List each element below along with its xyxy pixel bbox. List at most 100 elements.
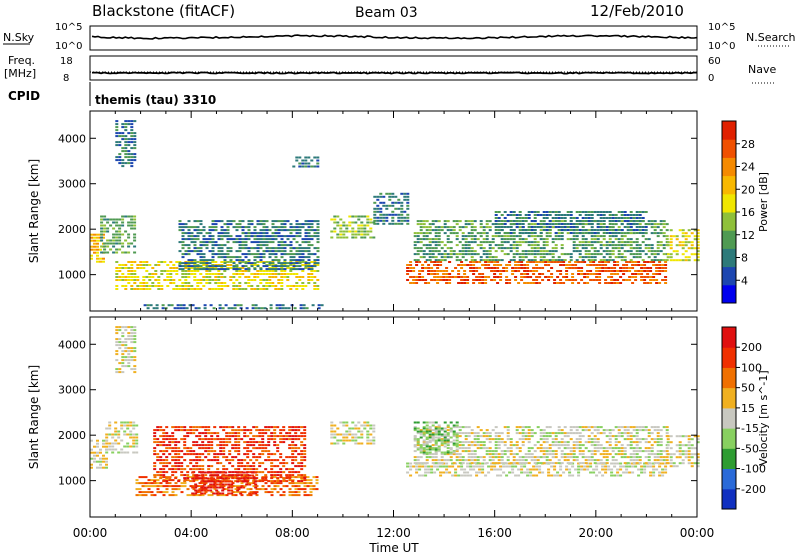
echo-cell <box>584 253 588 256</box>
echo-cell <box>512 459 516 462</box>
echo-cell <box>592 468 596 471</box>
echo-cell <box>124 350 128 353</box>
echo-cell <box>264 477 268 480</box>
echo-cell <box>620 256 624 259</box>
echo-cell <box>662 253 666 256</box>
echo-cell <box>199 250 203 253</box>
echo-cell <box>661 474 665 477</box>
echo-cell <box>246 465 250 468</box>
echo-cell <box>602 229 606 231</box>
echo-cell <box>577 471 581 474</box>
echo-cell <box>220 238 224 241</box>
echo-cell <box>135 433 139 436</box>
echo-cell <box>130 338 134 341</box>
echo-cell <box>178 262 182 265</box>
echo-cell <box>445 279 449 281</box>
echo-cell <box>133 120 137 123</box>
echo-cell <box>461 250 465 253</box>
echo-cell <box>584 232 588 234</box>
echo-cell <box>111 448 115 451</box>
echo-cell <box>518 220 522 223</box>
echo-cell <box>655 273 659 275</box>
echo-cell <box>385 213 389 216</box>
echo-cell <box>514 267 518 269</box>
echo-cell <box>622 273 626 275</box>
echo-cell <box>171 459 175 462</box>
echo-cell <box>241 238 245 241</box>
echo-cell <box>497 259 501 262</box>
echo-cell <box>133 159 137 162</box>
echo-cell <box>581 241 585 244</box>
echo-cell <box>235 267 239 269</box>
echo-cell <box>599 223 603 226</box>
echo-cell <box>223 268 227 271</box>
echo-cell <box>124 135 128 138</box>
echo-cell <box>575 220 579 222</box>
echo-cell <box>208 241 212 244</box>
echo-cell <box>488 456 492 459</box>
echo-cell <box>210 450 214 453</box>
echo-cell <box>536 250 540 253</box>
echo-cell <box>256 235 260 238</box>
echo-cell <box>90 463 93 466</box>
echo-cell <box>211 261 215 263</box>
echo-cell <box>121 147 125 150</box>
echo-cell <box>487 471 491 474</box>
echo-cell <box>277 265 281 268</box>
echo-cell <box>643 279 647 281</box>
echo-cell <box>297 488 301 491</box>
echo-cell <box>376 222 380 225</box>
echo-cell <box>428 435 432 438</box>
echo-cell <box>431 229 435 232</box>
echo-cell <box>160 288 164 290</box>
echo-cell <box>156 459 160 462</box>
echo-cell <box>613 462 617 465</box>
nsky-trace <box>91 34 698 40</box>
echo-cell <box>276 477 280 480</box>
echo-cell <box>512 232 516 234</box>
echo-cell <box>298 229 302 232</box>
echo-cell <box>500 235 504 238</box>
echo-cell <box>339 236 343 239</box>
echo-cell <box>93 233 96 236</box>
echo-cell <box>406 222 410 225</box>
echo-cell <box>430 279 434 281</box>
echo-cell <box>547 276 551 278</box>
echo-cell <box>294 465 298 468</box>
echo-cell <box>428 441 432 444</box>
echo-cell <box>184 250 188 253</box>
echo-cell <box>133 239 137 242</box>
echo-cell <box>99 466 102 469</box>
echo-cell <box>183 447 187 450</box>
echo-cell <box>274 264 278 266</box>
echo-cell <box>457 465 461 468</box>
echo-cell <box>629 238 633 241</box>
echo-cell <box>115 285 119 287</box>
echo-cell <box>301 261 305 263</box>
echo-cell <box>527 217 531 219</box>
echo-cell <box>442 276 446 278</box>
echo-cell <box>100 218 104 221</box>
echo-cell <box>218 492 222 495</box>
echo-cell <box>178 285 182 287</box>
echo-cell <box>226 235 230 238</box>
echo-cell <box>177 485 181 488</box>
echo-cell <box>256 261 260 263</box>
echo-cell <box>218 480 222 483</box>
echo-cell <box>93 236 96 239</box>
echo-cell <box>267 480 271 483</box>
echo-cell <box>659 232 663 235</box>
echo-cell <box>90 245 93 248</box>
echo-cell <box>551 226 555 229</box>
echo-cell <box>239 304 243 307</box>
echo-cell <box>303 435 307 438</box>
echo-cell <box>406 198 410 201</box>
echo-cell <box>566 253 570 256</box>
echo-cell <box>607 267 611 269</box>
echo-cell <box>237 432 241 435</box>
echo-cell <box>478 468 482 471</box>
echo-cell <box>271 262 275 265</box>
echo-cell <box>565 468 569 471</box>
echo-cell <box>476 456 480 459</box>
echo-cell <box>196 250 200 253</box>
